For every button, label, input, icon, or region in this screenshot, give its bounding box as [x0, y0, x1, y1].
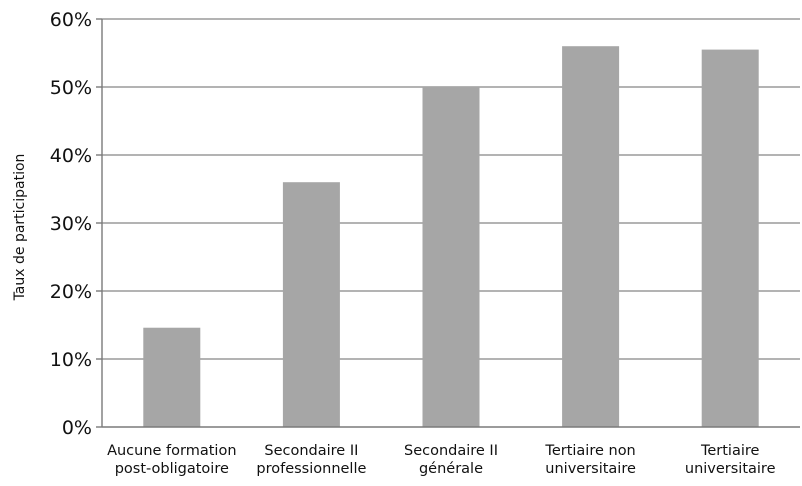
x-tick-label-line: Aucune formation [107, 443, 236, 459]
x-tick-label-line: Secondaire II [264, 443, 358, 459]
x-tick-label-line: Secondaire II [404, 443, 498, 459]
x-tick-label-line: post-obligatoire [115, 461, 229, 477]
x-tick-labels: Aucune formation post-obligatoire Secondai… [107, 443, 776, 477]
y-tick-label: 40% [50, 145, 92, 167]
x-tick-label: Aucune formation post-obligatoire [107, 443, 236, 477]
bar [143, 327, 201, 427]
x-tick-label-line: Tertiaire non [544, 443, 635, 459]
bars [143, 46, 759, 427]
bar [282, 182, 340, 427]
x-tick-label: Tertiaire universitaire [685, 443, 776, 477]
x-tick-label-line: professionnelle [256, 461, 366, 477]
x-tick-label: Secondaire II générale [404, 443, 498, 477]
x-tick-label-line: générale [419, 461, 483, 477]
y-tick-label: 0% [62, 417, 92, 439]
x-tick-label-line: universitaire [545, 461, 636, 477]
y-tick-label: 30% [50, 213, 92, 235]
x-tick-label: Tertiaire non universitaire [544, 443, 636, 477]
y-axis-label: Taux de participation [12, 154, 28, 302]
y-tick-label: 50% [50, 77, 92, 99]
bar [562, 46, 620, 427]
x-tick-label: Secondaire II professionnelle [256, 443, 366, 477]
x-tick-label-line: universitaire [685, 461, 776, 477]
y-tick-label: 20% [50, 281, 92, 303]
bar [701, 49, 759, 427]
x-tick-label-line: Tertiaire [700, 443, 760, 459]
y-tick-label: 10% [50, 349, 92, 371]
bar [422, 87, 480, 427]
y-tick-label: 60% [50, 9, 92, 31]
y-tick-labels: 0% 10% 20% 30% 40% 50% 60% [50, 9, 102, 439]
